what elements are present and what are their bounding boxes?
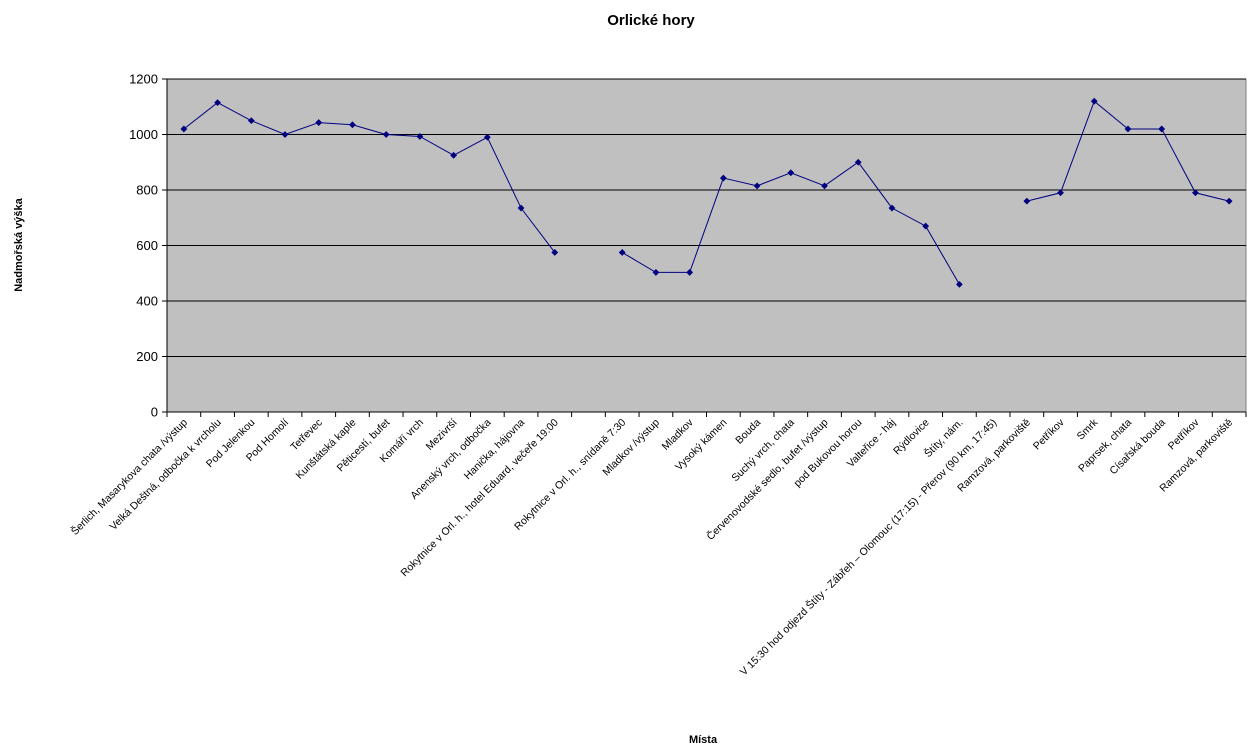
data-point [1057, 189, 1064, 197]
y-tick-label: 400 [136, 294, 158, 309]
x-tick-label: Suchý vrch, chata [729, 417, 797, 485]
x-tick-label: Červenovodské sedlo, bufet /výstup [704, 416, 831, 543]
y-tick-label: 0 [151, 405, 158, 420]
x-tick-label: Rokytnice v Orl. h., hotel Eduard, večeř… [398, 417, 561, 580]
series-segment [183, 101, 556, 253]
data-point [719, 174, 727, 182]
data-point [416, 133, 424, 140]
data-point [180, 125, 188, 133]
x-tick-label: Petříkov [1031, 416, 1067, 452]
data-point [753, 182, 761, 190]
series-markers [180, 97, 1233, 288]
data-point [1225, 197, 1233, 205]
data-point [483, 133, 491, 141]
data-point [214, 99, 221, 106]
gridlines [167, 78, 1246, 357]
data-point [1158, 125, 1166, 133]
y-tick-label: 600 [136, 238, 158, 253]
data-point [281, 131, 289, 138]
data-point [382, 131, 390, 138]
x-axis-title: Místa [689, 734, 718, 745]
data-point [1090, 97, 1098, 105]
data-point [1192, 189, 1199, 197]
x-tick-label: Kunštátská kaple [294, 417, 359, 482]
data-point [955, 280, 963, 288]
data-point [1023, 197, 1031, 205]
x-tick-label: Smrk [1075, 416, 1101, 442]
chart-title: Orlické hory [607, 12, 695, 29]
data-point [551, 249, 559, 256]
y-tick-label: 1000 [129, 127, 158, 142]
data-point [247, 117, 255, 125]
x-tick-label: Hanička, hájovna [462, 417, 528, 483]
data-point [517, 204, 525, 212]
y-axis-title: Nadmořská výška [13, 197, 25, 291]
y-axis: 0 200 400 600 800 1000 1200 [129, 72, 168, 420]
y-tick-label: 200 [136, 349, 158, 364]
data-point [315, 119, 323, 126]
data-point [1124, 125, 1132, 133]
data-point [686, 269, 694, 276]
data-point [888, 204, 896, 212]
y-tick-label: 800 [136, 183, 158, 198]
y-tick-label: 1200 [129, 72, 158, 87]
data-point [450, 151, 458, 159]
data-point [821, 182, 828, 190]
data-point [922, 222, 930, 230]
data-point [652, 269, 660, 276]
data-point [854, 158, 862, 166]
x-tick-label: V 15:30 hod odjezd Štíty - Zábřeh – Olom… [737, 416, 999, 678]
data-point [349, 121, 356, 129]
data-point [787, 169, 795, 177]
data-point [618, 249, 626, 256]
x-tick-label: Bouda [733, 417, 763, 447]
